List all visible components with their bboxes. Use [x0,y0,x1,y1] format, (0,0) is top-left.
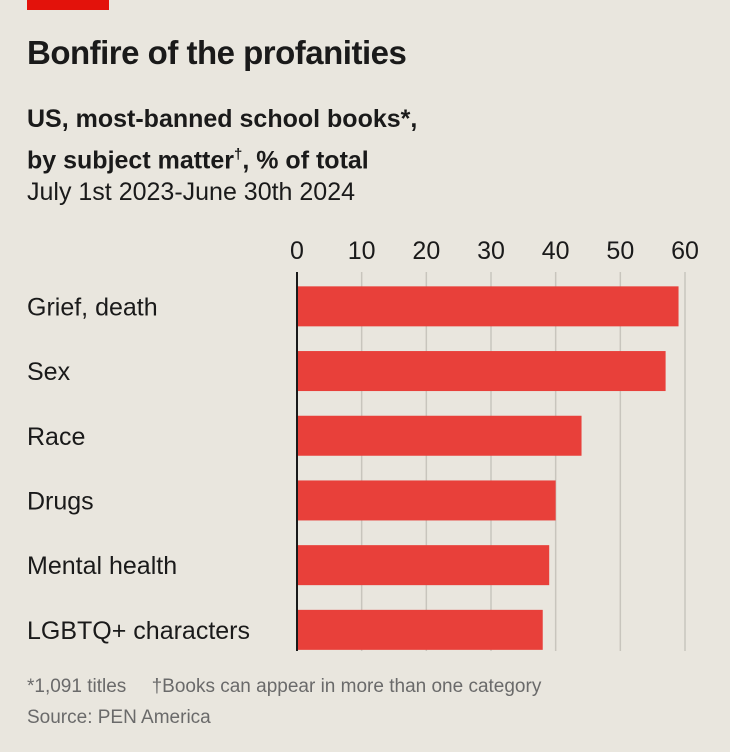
x-tick-label: 50 [606,237,634,265]
bar [297,286,679,327]
footnotes: *1,091 titles †Books can appear in more … [27,676,541,698]
bar [297,609,543,650]
footnote-categories: †Books can appear in more than one categ… [151,676,542,697]
bar [297,545,550,586]
chart-subtitle: US, most-banned school books*, by subjec… [27,101,417,178]
x-tick-label: 60 [671,237,699,265]
bar [297,415,582,456]
category-label: Mental health [27,552,177,580]
bar [297,480,556,521]
bar-chart: 0 10 20 30 40 50 60 Grief, death Sex Race Drugs Me… [27,237,699,651]
subtitle-line-2: by subject matter†, % of total [27,137,417,178]
category-label: Race [27,423,85,451]
footnote-titles: *1,091 titles [27,676,127,697]
x-tick-label: 0 [290,237,304,265]
chart-period: July 1st 2023-June 30th 2024 [27,178,356,206]
accent-bar [27,0,109,10]
chart-title: Bonfire of the profanities [27,34,407,71]
dagger-mark: † [234,146,243,163]
bar [297,351,666,392]
source-note: Source: PEN America [27,707,211,728]
category-label: Grief, death [27,293,158,321]
x-tick-label: 40 [542,237,570,265]
category-label: LGBTQ+ characters [27,617,250,645]
category-label: Drugs [27,487,94,515]
subtitle-line-1: US, most-banned school books*, [27,105,418,133]
subtitle-suffix: , % of total [242,146,369,175]
category-label: Sex [27,358,71,386]
x-tick-label: 10 [348,237,376,265]
x-tick-label: 30 [477,237,505,265]
subtitle-text: by subject matter [27,146,235,175]
x-tick-label: 20 [412,237,440,265]
